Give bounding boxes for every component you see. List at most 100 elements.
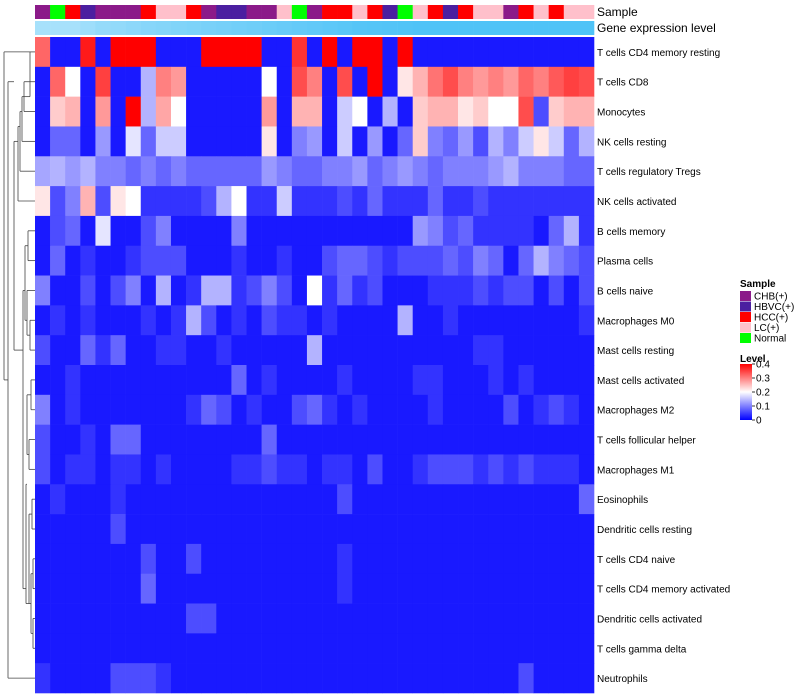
heatmap-cell bbox=[412, 454, 429, 485]
heatmap-cell bbox=[306, 66, 323, 97]
heatmap-cell bbox=[473, 365, 489, 396]
heatmap-cell bbox=[367, 573, 383, 604]
heatmap-cell bbox=[216, 365, 232, 396]
heatmap-cell bbox=[337, 126, 353, 157]
heatmap-cell bbox=[322, 186, 338, 217]
heatmap-cell bbox=[473, 603, 489, 634]
heatmap-cell bbox=[397, 186, 414, 217]
heatmap-cell bbox=[503, 275, 519, 306]
heatmap-cell bbox=[80, 543, 96, 575]
heatmap-cell bbox=[155, 186, 172, 217]
heatmap-cell bbox=[337, 186, 353, 217]
row-label: T cells follicular helper bbox=[597, 436, 696, 447]
heatmap-cell bbox=[412, 186, 429, 217]
heatmap-cell bbox=[65, 37, 81, 68]
row-label: B cells naive bbox=[597, 286, 654, 297]
heatmap-cell bbox=[65, 543, 81, 575]
heatmap-cell bbox=[125, 633, 142, 664]
gene-expression-annotation-cell bbox=[50, 21, 66, 35]
heatmap-cell bbox=[246, 275, 262, 306]
heatmap-cell bbox=[442, 633, 459, 664]
heatmap-cell bbox=[261, 37, 278, 68]
heatmap-cell bbox=[352, 156, 368, 187]
heatmap-cell bbox=[110, 633, 126, 664]
heatmap-cell bbox=[155, 424, 172, 455]
heatmap-cell bbox=[533, 573, 549, 604]
heatmap-cell bbox=[442, 663, 459, 694]
heatmap-cell bbox=[382, 454, 398, 485]
heatmap-cell bbox=[276, 66, 293, 97]
heatmap-cell bbox=[427, 335, 444, 366]
heatmap-cell bbox=[518, 543, 534, 575]
heatmap-cell bbox=[80, 394, 96, 425]
heatmap-cell bbox=[140, 394, 157, 425]
heatmap-cell bbox=[458, 66, 474, 97]
gene-expression-annotation-cell bbox=[125, 21, 142, 35]
heatmap-cell bbox=[276, 484, 293, 515]
heatmap-cell bbox=[201, 365, 217, 396]
gene-expression-annotation-cell bbox=[367, 21, 383, 35]
gene-expression-annotation-cell bbox=[578, 21, 595, 35]
heatmap-cell bbox=[578, 245, 595, 276]
heatmap-cell bbox=[231, 37, 247, 68]
heatmap-cell bbox=[548, 394, 565, 425]
heatmap-cell bbox=[125, 573, 142, 604]
heatmap-cell bbox=[246, 156, 262, 187]
heatmap-cell bbox=[427, 245, 444, 276]
heatmap-cell bbox=[533, 484, 549, 515]
heatmap-cell bbox=[322, 543, 338, 575]
heatmap-cell bbox=[231, 156, 247, 187]
heatmap-cell bbox=[533, 424, 549, 455]
heatmap-cell bbox=[50, 215, 66, 247]
heatmap-cell bbox=[50, 663, 66, 694]
heatmap-cell bbox=[518, 514, 534, 545]
heatmap-cell bbox=[578, 215, 595, 247]
heatmap-cell bbox=[291, 543, 308, 575]
sample-annotation-cell bbox=[412, 5, 429, 19]
heatmap-cell bbox=[397, 37, 414, 68]
heatmap-cell bbox=[352, 335, 368, 366]
heatmap-cell bbox=[95, 186, 111, 217]
heatmap-cell bbox=[95, 543, 111, 575]
heatmap-cell bbox=[367, 335, 383, 366]
heatmap-cell bbox=[170, 543, 187, 575]
heatmap-cell bbox=[488, 603, 504, 634]
heatmap-cell bbox=[170, 663, 187, 694]
heatmap-cell bbox=[186, 424, 202, 455]
heatmap-cell bbox=[140, 663, 157, 694]
heatmap-cell bbox=[518, 573, 534, 604]
heatmap-cell bbox=[533, 96, 549, 127]
heatmap-cell bbox=[186, 543, 202, 575]
heatmap-cell bbox=[216, 543, 232, 575]
heatmap-cell bbox=[367, 245, 383, 276]
heatmap-cell bbox=[397, 156, 414, 187]
heatmap-cell bbox=[563, 484, 580, 515]
heatmap-cell bbox=[352, 454, 368, 485]
sample-annotation-cell bbox=[382, 5, 398, 19]
heatmap-cell bbox=[306, 454, 323, 485]
heatmap-cell bbox=[382, 514, 398, 545]
legend-level-title: Level bbox=[740, 354, 766, 365]
sample-annotation-cell bbox=[110, 5, 126, 19]
heatmap-cell bbox=[367, 305, 383, 336]
heatmap-cell bbox=[35, 66, 51, 97]
heatmap-cell bbox=[397, 454, 414, 485]
heatmap-cell bbox=[412, 663, 429, 694]
heatmap-cell bbox=[322, 454, 338, 485]
sample-annotation-cell bbox=[337, 5, 353, 19]
heatmap-cell bbox=[578, 633, 595, 664]
heatmap-cell bbox=[458, 186, 474, 217]
heatmap-cell bbox=[337, 394, 353, 425]
heatmap-cell bbox=[533, 543, 549, 575]
heatmap-cell bbox=[427, 543, 444, 575]
heatmap-cell bbox=[35, 96, 51, 127]
heatmap-cell bbox=[518, 126, 534, 157]
heatmap-cell bbox=[306, 245, 323, 276]
heatmap-cell bbox=[246, 484, 262, 515]
heatmap-cell bbox=[216, 96, 232, 127]
heatmap-cell bbox=[548, 365, 565, 396]
heatmap-cell bbox=[231, 66, 247, 97]
heatmap-cell bbox=[276, 37, 293, 68]
heatmap-cell bbox=[352, 394, 368, 425]
heatmap-cell bbox=[563, 394, 580, 425]
